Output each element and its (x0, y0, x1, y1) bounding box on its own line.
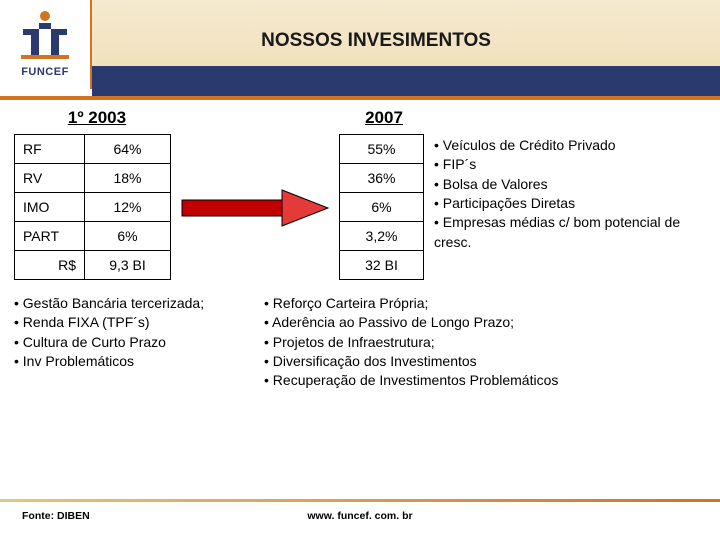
table-row: RF64% (15, 135, 171, 164)
tables-row: RF64% RV18% IMO12% PART6% R$9,3 BI 55% 3… (14, 134, 710, 280)
table-2003: RF64% RV18% IMO12% PART6% R$9,3 BI (14, 134, 171, 280)
period-2003: 1º 2003 (14, 108, 180, 128)
bullet-item: • Inv Problemáticos (14, 352, 244, 371)
bullet-item: • Gestão Bancária tercerizada; (14, 294, 244, 313)
bullet-item: • Renda FIXA (TPF´s) (14, 313, 244, 332)
header-blue-bar (92, 66, 720, 96)
cell-value: 3,2% (340, 222, 424, 251)
bottom-bullets-row: • Gestão Bancária tercerizada; • Renda F… (14, 294, 710, 391)
table-row: IMO12% (15, 193, 171, 222)
period-2007: 2007 (340, 108, 428, 128)
cell-value: 18% (85, 164, 171, 193)
cell-label: R$ (15, 251, 85, 280)
bullet-item: • Recuperação de Investimentos Problemát… (264, 371, 710, 390)
funcef-logo-icon (17, 8, 73, 64)
content-area: 1º 2003 2007 RF64% RV18% IMO12% PART6% R… (14, 108, 710, 391)
period-headers: 1º 2003 2007 (14, 108, 710, 128)
table-2007: 55% 36% 6% 3,2% 32 BI (339, 134, 424, 280)
bullet-item: • FIP´s (434, 155, 710, 174)
bullet-item: • Participações Diretas (434, 194, 710, 213)
cell-label: RV (15, 164, 85, 193)
page-title: NOSSOS INVESIMENTOS (92, 30, 720, 52)
cell-label: IMO (15, 193, 85, 222)
bullet-item: • Projetos de Infraestrutura; (264, 333, 710, 352)
cell-value: 6% (85, 222, 171, 251)
cell-label: PART (15, 222, 85, 251)
arrow-container (171, 134, 339, 230)
footer-divider (0, 499, 720, 502)
bullet-item: • Bolsa de Valores (434, 175, 710, 194)
header-orange-underline (0, 96, 720, 100)
table-row: RV18% (15, 164, 171, 193)
cell-value: 64% (85, 135, 171, 164)
bullet-item: • Veículos de Crédito Privado (434, 136, 710, 155)
bullet-item: • Aderência ao Passivo de Longo Prazo; (264, 313, 710, 332)
bullet-item: • Empresas médias c/ bom potencial de cr… (434, 213, 710, 252)
cell-label: RF (15, 135, 85, 164)
table-row: 3,2% (340, 222, 424, 251)
table-row: 55% (340, 135, 424, 164)
right-bullet-list: • Veículos de Crédito Privado • FIP´s • … (424, 134, 710, 252)
cell-value: 32 BI (340, 251, 424, 280)
table-row: 32 BI (340, 251, 424, 280)
bottom-left-list: • Gestão Bancária tercerizada; • Renda F… (14, 294, 252, 391)
cell-value: 36% (340, 164, 424, 193)
cell-value: 55% (340, 135, 424, 164)
table-row: PART6% (15, 222, 171, 251)
cell-value: 6% (340, 193, 424, 222)
bullet-item: • Cultura de Curto Prazo (14, 333, 244, 352)
bullet-item: • Diversificação dos Investimentos (264, 352, 710, 371)
footer-url: www. funcef. com. br (0, 510, 720, 522)
brand-name: FUNCEF (21, 66, 69, 78)
table-row: 36% (340, 164, 424, 193)
bottom-right-list: • Reforço Carteira Própria; • Aderência … (252, 294, 710, 391)
table-row: 6% (340, 193, 424, 222)
cell-value: 12% (85, 193, 171, 222)
brand-logo: FUNCEF (0, 0, 92, 89)
bullet-item: • Reforço Carteira Própria; (264, 294, 710, 313)
arrow-icon (180, 186, 330, 230)
table-row: R$9,3 BI (15, 251, 171, 280)
cell-value: 9,3 BI (85, 251, 171, 280)
